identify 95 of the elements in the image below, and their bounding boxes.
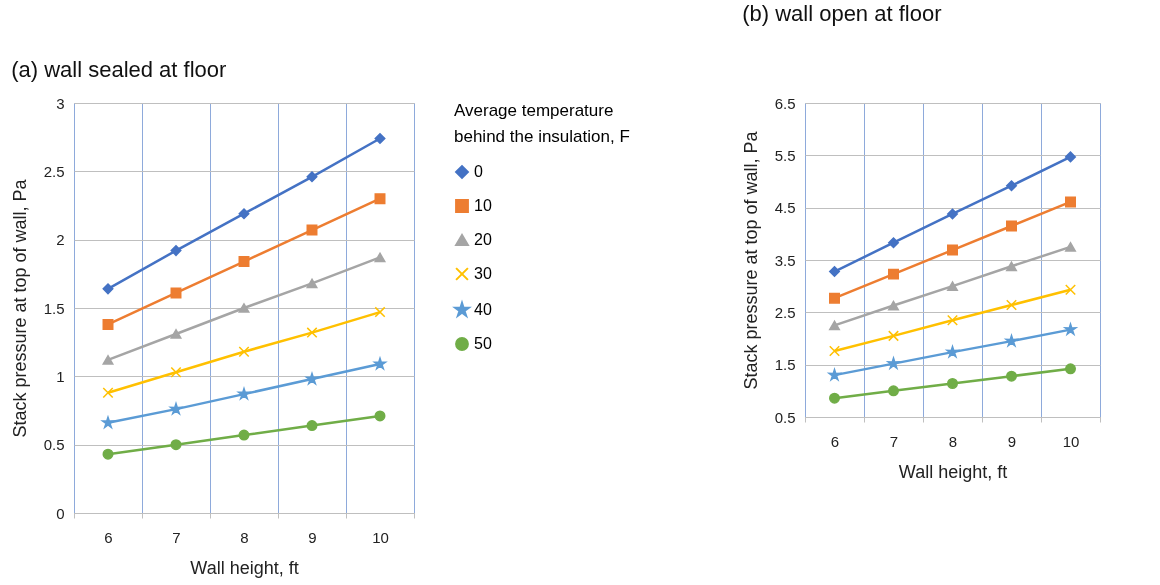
legend-title: Average temperature behind the insulation, F bbox=[454, 101, 630, 146]
point bbox=[374, 410, 386, 422]
point bbox=[1065, 196, 1076, 208]
point bbox=[374, 133, 386, 145]
point bbox=[888, 237, 899, 249]
point bbox=[829, 345, 840, 357]
legend-label: 10 bbox=[474, 197, 492, 214]
point bbox=[170, 287, 182, 299]
point bbox=[238, 208, 250, 220]
point bbox=[1006, 220, 1017, 232]
point bbox=[888, 385, 899, 397]
legend-label: 30 bbox=[474, 265, 492, 282]
point bbox=[947, 314, 958, 326]
point bbox=[947, 378, 958, 389]
point bbox=[170, 439, 182, 451]
point bbox=[1065, 151, 1076, 163]
x-axis-title: Wall height, ft bbox=[898, 461, 1008, 482]
x-tick-label: 10 bbox=[1062, 432, 1080, 450]
y-tick-label: 5.5 bbox=[774, 146, 796, 164]
point bbox=[1006, 299, 1017, 311]
x-axis-title: Wall height, ft bbox=[190, 557, 299, 578]
y-axis-title: Stack pressure at top of wall, Pa bbox=[9, 178, 30, 438]
y-tick-label: 3 bbox=[56, 94, 65, 112]
point bbox=[101, 416, 115, 429]
point bbox=[238, 429, 250, 441]
point bbox=[888, 330, 899, 342]
point bbox=[102, 283, 114, 295]
y-tick-label: 4.5 bbox=[774, 199, 796, 217]
point bbox=[102, 448, 114, 460]
y-tick-label: 3.5 bbox=[774, 251, 796, 269]
x-tick-label: 8 bbox=[240, 528, 249, 546]
point bbox=[374, 306, 386, 318]
point bbox=[829, 392, 840, 404]
point bbox=[1065, 284, 1076, 296]
point bbox=[947, 208, 958, 220]
y-tick-label: 1.5 bbox=[774, 356, 796, 374]
point bbox=[1065, 363, 1076, 375]
point bbox=[306, 420, 318, 432]
point bbox=[305, 372, 319, 385]
chart-title: (b) wall open at floor bbox=[742, 1, 942, 26]
y-tick-label: 2 bbox=[56, 231, 65, 249]
point bbox=[170, 366, 182, 378]
point bbox=[829, 266, 840, 278]
x-tick-label: 6 bbox=[830, 432, 840, 450]
x-tick-label: 7 bbox=[172, 528, 181, 546]
point bbox=[306, 224, 318, 236]
legend-label: 20 bbox=[474, 231, 492, 248]
point bbox=[238, 346, 250, 358]
x-tick-label: 8 bbox=[948, 432, 958, 450]
point bbox=[947, 244, 958, 256]
point bbox=[170, 329, 182, 339]
point bbox=[306, 171, 318, 183]
chart-title: (a) wall sealed at floor bbox=[11, 57, 227, 82]
point bbox=[374, 252, 386, 263]
point bbox=[238, 256, 250, 268]
point bbox=[829, 292, 840, 304]
y-tick-label: 1.5 bbox=[43, 299, 65, 317]
point bbox=[1006, 370, 1017, 382]
y-tick-label: 6.5 bbox=[774, 94, 796, 112]
point bbox=[238, 303, 250, 313]
point bbox=[306, 278, 318, 289]
point bbox=[1065, 242, 1076, 252]
y-tick-label: 1 bbox=[56, 367, 65, 385]
point bbox=[828, 368, 841, 381]
legend-label: 0 bbox=[474, 163, 483, 180]
y-tick-label: 2.5 bbox=[43, 162, 65, 180]
legend-label: 50 bbox=[474, 335, 492, 352]
point bbox=[888, 268, 899, 280]
y-tick-label: 0 bbox=[56, 504, 65, 522]
x-tick-label: 6 bbox=[104, 528, 113, 546]
x-tick-label: 9 bbox=[1007, 432, 1017, 450]
point bbox=[170, 245, 182, 257]
point bbox=[947, 281, 958, 292]
point bbox=[888, 300, 899, 311]
x-tick-label: 7 bbox=[889, 432, 899, 450]
y-tick-label: 0.5 bbox=[43, 436, 65, 454]
point bbox=[1006, 261, 1017, 272]
point bbox=[306, 327, 318, 339]
y-tick-label: 2.5 bbox=[774, 303, 796, 321]
point bbox=[373, 357, 387, 370]
point bbox=[374, 193, 386, 205]
point bbox=[237, 387, 251, 400]
y-axis-title: Stack pressure at top of wall, Pa bbox=[740, 130, 761, 390]
point bbox=[1006, 180, 1017, 192]
x-tick-label: 10 bbox=[372, 528, 389, 546]
x-tick-label: 9 bbox=[308, 528, 317, 546]
point bbox=[102, 387, 114, 399]
point bbox=[829, 320, 840, 331]
point bbox=[102, 355, 114, 365]
legend-label: 40 bbox=[474, 301, 492, 318]
point bbox=[169, 402, 183, 415]
point bbox=[102, 318, 114, 330]
y-tick-label: 0.5 bbox=[774, 408, 796, 426]
point bbox=[1005, 334, 1018, 347]
point bbox=[946, 345, 959, 358]
